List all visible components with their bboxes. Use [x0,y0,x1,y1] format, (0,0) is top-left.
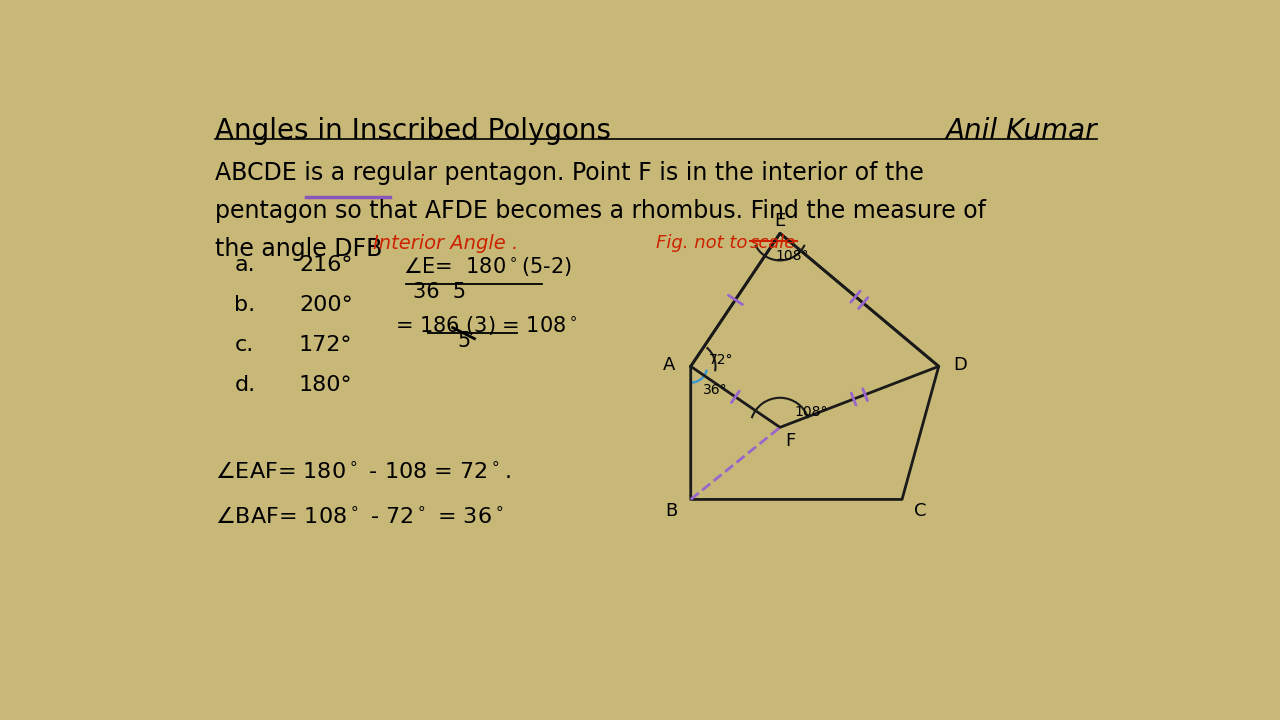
Text: d.: d. [234,375,256,395]
Text: 36  5: 36 5 [413,282,466,302]
Text: A: A [663,356,675,374]
Text: F: F [785,432,795,450]
Text: a.: a. [234,256,255,276]
Text: Anil Kumar: Anil Kumar [946,117,1097,145]
Text: the angle DFB: the angle DFB [215,237,381,261]
Text: b.: b. [234,295,256,315]
Text: 72°: 72° [709,353,733,366]
Text: Fig. not to: Fig. not to [657,234,748,252]
Text: C: C [914,502,927,520]
Text: scale: scale [750,234,796,252]
Text: Angles in Inscribed Polygons: Angles in Inscribed Polygons [215,117,611,145]
Text: 216°: 216° [300,256,352,276]
Text: 200°: 200° [300,295,352,315]
Text: $\angle$EAF= 180$^\circ$ - 108 = 72$^\circ$.: $\angle$EAF= 180$^\circ$ - 108 = 72$^\ci… [215,461,511,482]
Text: 108°: 108° [776,249,809,263]
Text: 108°: 108° [795,405,828,419]
Text: $\angle$E=  180$^\circ$(5-2): $\angle$E= 180$^\circ$(5-2) [403,256,572,279]
Text: c.: c. [234,336,253,356]
Text: 180°: 180° [300,375,352,395]
Text: 172°: 172° [300,336,352,356]
Text: = 186 (3) = 108$^\circ$: = 186 (3) = 108$^\circ$ [396,314,577,337]
Text: 5: 5 [458,331,471,351]
Text: 36°: 36° [703,383,727,397]
Text: E: E [774,212,786,230]
Text: B: B [664,502,677,520]
Text: $\angle$BAF= 108$^\circ$ - 72$^\circ$ = 36$^\circ$: $\angle$BAF= 108$^\circ$ - 72$^\circ$ = … [215,506,503,527]
Text: pentagon so that AFDE becomes a rhombus. Find the measure of: pentagon so that AFDE becomes a rhombus.… [215,199,986,223]
Text: Interior Angle .: Interior Angle . [374,234,518,253]
Text: D: D [954,356,968,374]
Text: ABCDE is a regular pentagon. Point F is in the interior of the: ABCDE is a regular pentagon. Point F is … [215,161,923,185]
